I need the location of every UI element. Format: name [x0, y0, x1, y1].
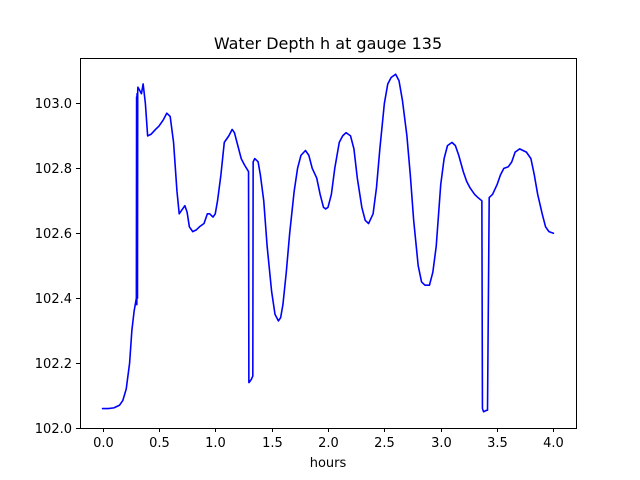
x-tick-label: 0.5: [149, 436, 170, 451]
y-tick-label: 103.0: [35, 97, 72, 112]
x-tick-label: 1.0: [205, 436, 226, 451]
y-tick-label: 102.0: [35, 422, 72, 437]
chart-title: Water Depth h at gauge 135: [214, 34, 442, 53]
plot-frame: [80, 58, 577, 429]
x-tick-label: 0.0: [93, 436, 114, 451]
y-tick-label: 102.4: [35, 292, 72, 307]
x-tick-label: 2.0: [318, 436, 339, 451]
x-tick-label: 3.0: [431, 436, 452, 451]
y-tick-label: 102.8: [35, 162, 72, 177]
x-tick-label: 1.5: [262, 436, 283, 451]
x-tick-label: 3.5: [487, 436, 508, 451]
y-axis: 102.0 102.2 102.4 102.6 102.8 103.0: [35, 97, 80, 437]
x-tick-label: 2.5: [374, 436, 395, 451]
plot-area: [80, 58, 577, 429]
x-axis-label: hours: [310, 456, 347, 471]
y-tick-label: 102.6: [35, 227, 72, 242]
y-tick-label: 102.2: [35, 357, 72, 372]
series-line: [101, 73, 555, 413]
x-tick-label: 4.0: [543, 436, 564, 451]
x-axis: 0.0 0.5 1.0 1.5 2.0 2.5 3.0 3.5 4.0: [93, 428, 564, 451]
